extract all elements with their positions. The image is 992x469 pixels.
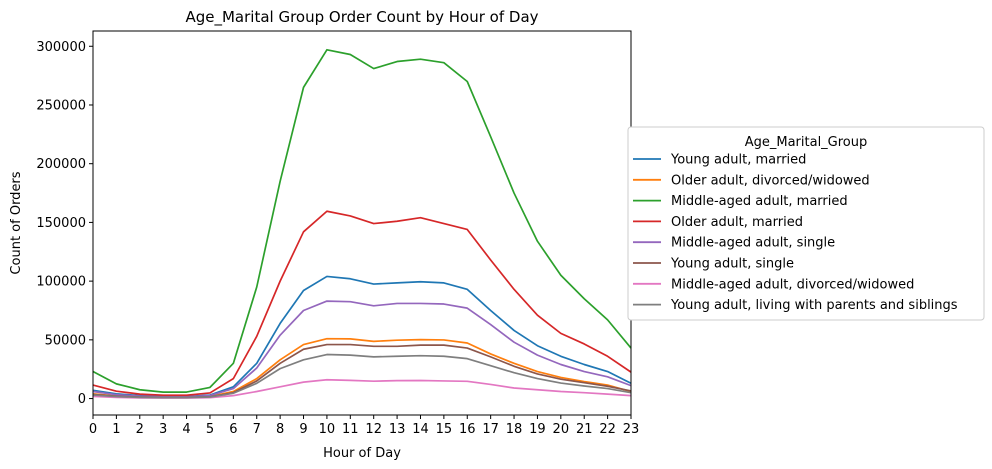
- legend-item: Middle-aged adult, single: [633, 236, 835, 251]
- x-tick-label: 2: [136, 422, 144, 437]
- legend-label: Middle-aged adult, single: [671, 236, 835, 251]
- legend-label: Older adult, married: [671, 215, 803, 230]
- legend-item: Young adult, single: [633, 257, 794, 272]
- series-line-1: [92, 275, 632, 398]
- x-tick-label: 7: [253, 422, 261, 437]
- x-tick-label: 14: [412, 422, 429, 437]
- legend-item: Middle-aged adult, married: [633, 194, 848, 209]
- legend-item: Young adult, living with parents and sib…: [633, 298, 958, 313]
- x-tick-label: 23: [623, 422, 640, 437]
- y-tick-label: 50000: [45, 333, 86, 348]
- x-tick-label: 19: [529, 422, 546, 437]
- x-tick-label: 6: [229, 422, 237, 437]
- x-tick-label: 8: [276, 422, 284, 437]
- chart-title: Age_Marital Group Order Count by Hour of…: [185, 8, 538, 27]
- x-tick-label: 16: [459, 422, 476, 437]
- plot-lines: [92, 48, 632, 399]
- x-tick-label: 4: [182, 422, 190, 437]
- plot-frame: [92, 30, 632, 416]
- series-line-6: [92, 343, 632, 399]
- x-tick-label: 9: [299, 422, 307, 437]
- x-tick-label: 11: [342, 422, 359, 437]
- x-tick-label: 0: [89, 422, 97, 437]
- x-tick-label: 12: [365, 422, 382, 437]
- x-tick-label: 21: [576, 422, 593, 437]
- legend-label: Middle-aged adult, married: [671, 194, 848, 209]
- y-tick-label: 0: [78, 392, 86, 407]
- legend-item: Middle-aged adult, divorced/widowed: [633, 277, 914, 292]
- y-axis-label: Count of Orders: [9, 171, 24, 274]
- y-tick-label: 250000: [36, 98, 86, 113]
- x-tick-label: 13: [389, 422, 406, 437]
- series-line-8: [92, 353, 632, 399]
- x-tick-label: 3: [159, 422, 167, 437]
- legend-label: Young adult, married: [670, 153, 806, 168]
- x-tick-label: 15: [436, 422, 453, 437]
- y-tick-label: 300000: [36, 40, 86, 55]
- x-tick-label: 10: [319, 422, 336, 437]
- legend-title: Age_Marital_Group: [745, 135, 868, 150]
- x-tick-label: 17: [482, 422, 499, 437]
- series-line-3: [92, 48, 632, 393]
- y-axis: 0 50000 100000 150000 200000 250000 300000: [36, 40, 93, 407]
- x-tick-label: 5: [206, 422, 214, 437]
- legend-label: Older adult, divorced/widowed: [671, 173, 870, 188]
- legend-label: Young adult, single: [670, 257, 794, 272]
- legend-item: Older adult, married: [633, 215, 803, 230]
- legend-label: Young adult, living with parents and sib…: [670, 298, 958, 313]
- series-line-2: [92, 337, 632, 399]
- series-line-4: [92, 210, 632, 397]
- legend-items: Young adult, married Older adult, divorce…: [633, 153, 958, 313]
- x-tick-label: 20: [553, 422, 570, 437]
- y-tick-label: 200000: [36, 157, 86, 172]
- x-tick-label: 22: [599, 422, 616, 437]
- x-axis-label: Hour of Day: [323, 446, 401, 461]
- x-tick-label: 1: [112, 422, 120, 437]
- legend-item: Young adult, married: [633, 153, 806, 168]
- y-tick-label: 100000: [36, 275, 86, 290]
- legend-item: Older adult, divorced/widowed: [633, 173, 870, 188]
- y-tick-label: 150000: [36, 216, 86, 231]
- legend: Age_Marital_Group Young adult, married Ol…: [627, 126, 985, 321]
- series-line-5: [92, 300, 632, 398]
- legend-box: [627, 126, 985, 321]
- x-tick-label: 18: [506, 422, 523, 437]
- legend-label: Middle-aged adult, divorced/widowed: [671, 277, 914, 292]
- x-axis: 0 1 2 3 4 5 6 7 8 9 10 11 12 13 14 15 16 17 18 19 20 21 22 23: [89, 415, 639, 437]
